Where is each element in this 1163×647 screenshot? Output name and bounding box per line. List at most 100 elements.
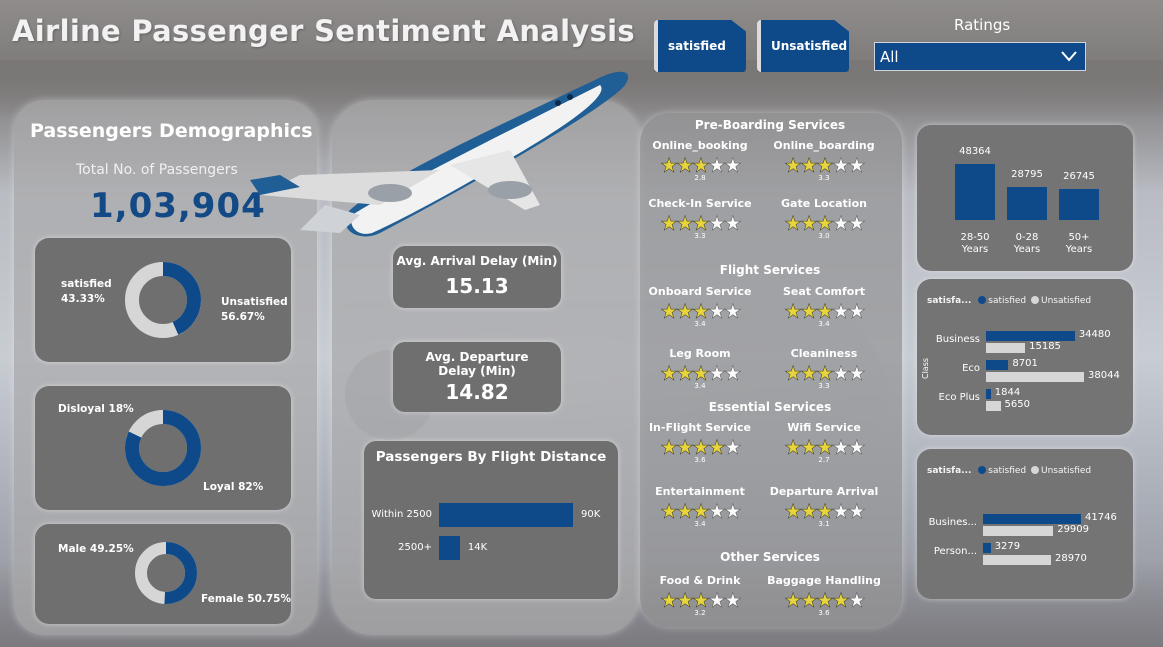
star-empty-icon: ★ xyxy=(707,211,726,235)
star-filled-icon: ★ xyxy=(800,588,818,612)
star-empty-icon: ★ xyxy=(723,153,742,177)
service-rating: Baggage Handling ★★★★★ 3.6 xyxy=(765,574,883,617)
star-rating: ★★★★★ xyxy=(765,435,883,459)
unsatisfied-legend-dot xyxy=(1031,296,1040,304)
service-rating: Online_booking ★★★★★ 2.8 xyxy=(641,139,759,182)
male-label: Male 49.25% xyxy=(58,543,134,555)
service-name: Entertainment xyxy=(655,485,745,498)
age-category-label: 28-50 Years xyxy=(947,232,1003,256)
loyalty-donut-card: Disloyal 18% Loyal 82% xyxy=(35,386,291,510)
service-group-heading: Pre-Boarding Services xyxy=(694,118,846,132)
star-empty-icon: ★ xyxy=(707,299,726,323)
age-group-card: 48364 28-50 Years 28795 0-28 Years 26745 50+ Yea… xyxy=(917,125,1133,271)
ratings-selected-value: All xyxy=(880,47,899,66)
class-category-label: Person... xyxy=(933,546,977,557)
class-category-label: Eco Plus xyxy=(938,392,980,403)
chevron-down-icon xyxy=(1061,51,1077,62)
service-name: Onboard Service xyxy=(648,285,752,298)
service-score: 3.4 xyxy=(694,320,706,328)
bar-value-label: 3279 xyxy=(994,541,1021,552)
satisfied-bar xyxy=(983,514,1081,524)
star-filled-icon: ★ xyxy=(692,211,710,235)
star-filled-icon: ★ xyxy=(784,153,802,177)
bar-value-label: 38044 xyxy=(1088,370,1120,381)
distance-value-label: 14K xyxy=(467,542,488,553)
unsatisfied-bar xyxy=(986,343,1026,353)
female-arc xyxy=(135,542,197,604)
star-empty-icon: ★ xyxy=(831,499,850,523)
star-filled-icon: ★ xyxy=(800,499,818,523)
star-filled-icon: ★ xyxy=(692,153,710,177)
star-filled-icon: ★ xyxy=(660,211,678,235)
star-filled-icon: ★ xyxy=(816,153,834,177)
star-rating: ★★★★★ xyxy=(641,211,759,235)
service-rating: Leg Room ★★★★★ 3.4 xyxy=(641,347,759,390)
star-filled-icon: ★ xyxy=(816,435,834,459)
star-filled-icon: ★ xyxy=(800,153,818,177)
age-category-label: 0-28 Years xyxy=(999,232,1055,256)
satisfied-donut-label: satisfied 43.33% xyxy=(61,278,112,305)
star-empty-icon: ★ xyxy=(847,499,866,523)
star-empty-icon: ★ xyxy=(723,435,742,459)
service-name: Gate Location xyxy=(781,197,867,210)
star-rating: ★★★★★ xyxy=(765,499,883,523)
service-score: 2.8 xyxy=(694,174,706,182)
age-bar xyxy=(955,164,995,220)
disloyal-label: Disloyal 18% xyxy=(58,403,134,415)
ratings-dropdown[interactable]: All xyxy=(874,42,1086,71)
satisfied-bar xyxy=(986,360,1009,370)
satisfaction-donut-card: satisfied 43.33% Unsatisfied 56.67% xyxy=(35,238,291,362)
loyal-label: Loyal 82% xyxy=(203,481,264,493)
star-rating: ★★★★★ xyxy=(765,588,883,612)
avg-arrival-delay-value: 15.13 xyxy=(445,274,509,298)
age-category-label: 50+ Years xyxy=(1051,232,1107,256)
star-empty-icon: ★ xyxy=(831,211,850,235)
star-filled-icon: ★ xyxy=(676,153,694,177)
service-rating: Seat Comfort ★★★★★ 3.4 xyxy=(765,285,883,328)
service-group-heading: Other Services xyxy=(720,550,820,564)
star-rating: ★★★★★ xyxy=(641,589,759,612)
star-empty-icon: ★ xyxy=(707,153,726,177)
unsatisfied-slicer-button[interactable]: Unsatisfied xyxy=(757,20,849,72)
bar-value-label: 34480 xyxy=(1078,329,1111,340)
star-filled-icon: ★ xyxy=(660,153,678,177)
star-empty-icon: ★ xyxy=(831,153,850,177)
service-name: Seat Comfort xyxy=(782,285,865,298)
service-name: Wifi Service xyxy=(787,421,861,434)
service-name: Departure Arrival xyxy=(769,485,879,498)
star-empty-icon: ★ xyxy=(847,299,866,323)
satisfied-bar xyxy=(986,331,1075,341)
female-label: Female 50.75% xyxy=(201,593,292,605)
service-rating: Entertainment ★★★★★ 3.4 xyxy=(641,485,759,528)
star-filled-icon: ★ xyxy=(676,435,694,459)
satisfied-slicer-button[interactable]: satisfied xyxy=(654,20,746,72)
service-group-heading: Essential Services xyxy=(708,400,832,414)
star-filled-icon: ★ xyxy=(816,299,834,323)
age-value-label: 48364 xyxy=(959,146,991,157)
star-rating: ★★★★★ xyxy=(765,211,883,235)
service-name: In-Flight Service xyxy=(648,421,752,434)
avg-arrival-delay-card: Avg. Arrival Delay (Min) 15.13 xyxy=(393,246,561,308)
satisfied-legend-label: satisfied xyxy=(988,296,1027,306)
bar-value-label: 41746 xyxy=(1085,512,1117,523)
distance-bar xyxy=(439,536,460,560)
bar-value-label: 5650 xyxy=(1004,399,1030,410)
star-filled-icon: ★ xyxy=(816,361,834,385)
service-rating: Food & Drink ★★★★★ 3.2 xyxy=(641,574,759,617)
satisfied-legend-label: satisfied xyxy=(988,466,1027,476)
star-rating: ★★★★★ xyxy=(641,362,759,385)
unsatisfied-bar xyxy=(983,526,1054,536)
age-category-line: Years xyxy=(1013,244,1041,255)
bar-value-label: 15185 xyxy=(1029,341,1061,352)
star-filled-icon: ★ xyxy=(660,299,678,323)
service-score: 3.3 xyxy=(818,174,830,182)
class-chart-legend: satisfa... satisfied Unsatisfied xyxy=(927,296,1091,306)
unsatisfied-bar xyxy=(986,401,1001,411)
star-filled-icon: ★ xyxy=(816,588,834,612)
star-filled-icon: ★ xyxy=(816,211,834,235)
satisfied-legend-dot xyxy=(978,466,987,474)
class-satisfaction-card: satisfa... satisfied Unsatisfied Class B… xyxy=(917,279,1133,435)
service-score: 3.4 xyxy=(694,520,706,528)
age-category-line: 0-28 xyxy=(1015,232,1039,243)
service-score: 3.3 xyxy=(694,232,706,240)
